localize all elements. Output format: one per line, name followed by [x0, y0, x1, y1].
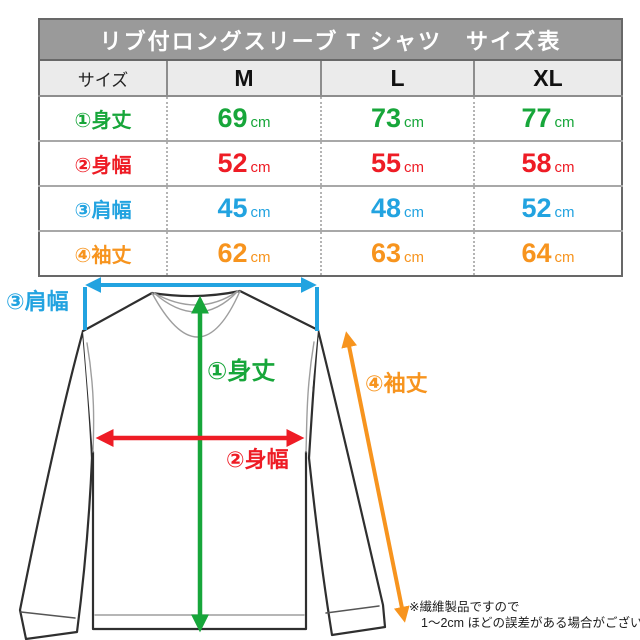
table-row-shoulder-width: ③肩幅 45 cm 48 cm 52 cm: [39, 185, 622, 231]
cell-shoulder-xl: 52 cm: [473, 185, 622, 231]
measurement-diagram: ③肩幅 ①身丈 ②身幅 ④袖丈 ※繊維製品ですので 1〜2cm ほどの誤差がある…: [6, 277, 640, 640]
table-row-body-length: ①身丈 69 cm 73 cm 77 cm: [39, 96, 622, 141]
size-table: リブ付ロングスリーブ T シャツ サイズ表 サイズ M L XL ①身丈 69 c…: [38, 18, 623, 277]
unit-label: cm: [250, 159, 271, 176]
size-value: 45: [217, 193, 248, 223]
disclaimer-line-2: 1〜2cm ほどの誤差がある場合がございます: [421, 615, 640, 630]
size-value: 62: [217, 238, 248, 268]
unit-label: cm: [404, 204, 425, 221]
cell-sleeve-xl: 64 cm: [473, 230, 622, 276]
unit-label: cm: [250, 249, 271, 266]
header-row: サイズ M L XL: [39, 60, 622, 97]
cell-body-length-xl: 77 cm: [473, 96, 622, 141]
unit-label: cm: [250, 204, 271, 221]
unit-label: cm: [404, 249, 425, 266]
cell-shoulder-l: 48 cm: [320, 185, 474, 231]
size-value: 63: [370, 238, 402, 268]
shoulder-width-label: ③肩幅: [6, 289, 69, 314]
cell-shoulder-m: 45 cm: [166, 185, 321, 231]
measure-arrows: [83, 277, 410, 633]
cell-sleeve-m: 62 cm: [166, 230, 321, 276]
row-label-body-length: ①身丈: [39, 96, 167, 141]
disclaimer-line-1: ※繊維製品ですので: [409, 599, 519, 614]
size-value: 52: [217, 148, 248, 178]
body-width-label: ②身幅: [226, 447, 289, 472]
right-armhole-seam: [305, 341, 315, 453]
page-title: リブ付ロングスリーブ T シャツ サイズ表: [39, 19, 622, 61]
size-value: 69: [217, 103, 248, 133]
row-label-sleeve-length: ④袖丈: [39, 230, 167, 276]
unit-label: cm: [404, 114, 425, 131]
col-header-m: M: [166, 60, 321, 97]
unit-label: cm: [554, 159, 575, 176]
col-header-size: サイズ: [39, 60, 167, 97]
unit-label: cm: [554, 204, 575, 221]
left-sleeve: [18, 329, 94, 640]
body-length-label: ①身丈: [207, 357, 275, 385]
unit-label: cm: [554, 249, 575, 266]
size-value: 77: [521, 103, 552, 133]
table-row-sleeve-length: ④袖丈 62 cm 63 cm 64 cm: [39, 230, 622, 276]
size-value: 73: [370, 103, 402, 133]
tshirt-illustration: [18, 289, 387, 640]
col-header-l: L: [320, 60, 474, 97]
title-row: リブ付ロングスリーブ T シャツ サイズ表: [39, 19, 622, 61]
left-armhole-seam: [86, 342, 95, 453]
cell-sleeve-l: 63 cm: [320, 230, 474, 276]
sleeve-length-arrow: [341, 331, 410, 623]
size-value: 52: [521, 193, 552, 223]
unit-label: cm: [554, 114, 575, 131]
row-label-shoulder-width: ③肩幅: [39, 185, 167, 231]
size-value: 48: [370, 193, 402, 223]
size-value: 64: [521, 238, 552, 268]
col-header-xl: XL: [473, 60, 622, 97]
unit-label: cm: [404, 159, 425, 176]
size-value: 55: [370, 148, 402, 178]
unit-label: cm: [250, 114, 271, 131]
table-row-body-width: ②身幅 52 cm 55 cm 58 cm: [39, 140, 622, 186]
row-label-body-width: ②身幅: [39, 140, 167, 186]
cell-body-length-m: 69 cm: [166, 96, 321, 141]
size-value: 58: [521, 148, 552, 178]
cell-body-width-l: 55 cm: [320, 140, 474, 186]
left-cuff-rib-line: [20, 611, 76, 619]
cell-body-length-l: 73 cm: [320, 96, 474, 141]
cell-body-width-m: 52 cm: [166, 140, 321, 186]
sleeve-length-label: ④袖丈: [365, 371, 428, 396]
cell-body-width-xl: 58 cm: [473, 140, 622, 186]
